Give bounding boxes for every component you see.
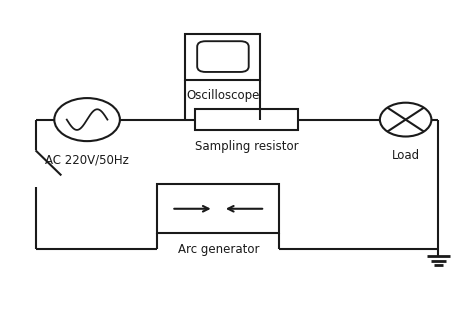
Bar — [157, 184, 279, 233]
Bar — [185, 33, 260, 80]
Text: Oscilloscope: Oscilloscope — [186, 89, 260, 102]
Text: Arc generator: Arc generator — [177, 243, 259, 256]
Bar — [195, 109, 298, 131]
Text: Load: Load — [392, 149, 419, 162]
Text: Sampling resistor: Sampling resistor — [194, 140, 298, 153]
Text: AC 220V/50Hz: AC 220V/50Hz — [45, 153, 129, 167]
